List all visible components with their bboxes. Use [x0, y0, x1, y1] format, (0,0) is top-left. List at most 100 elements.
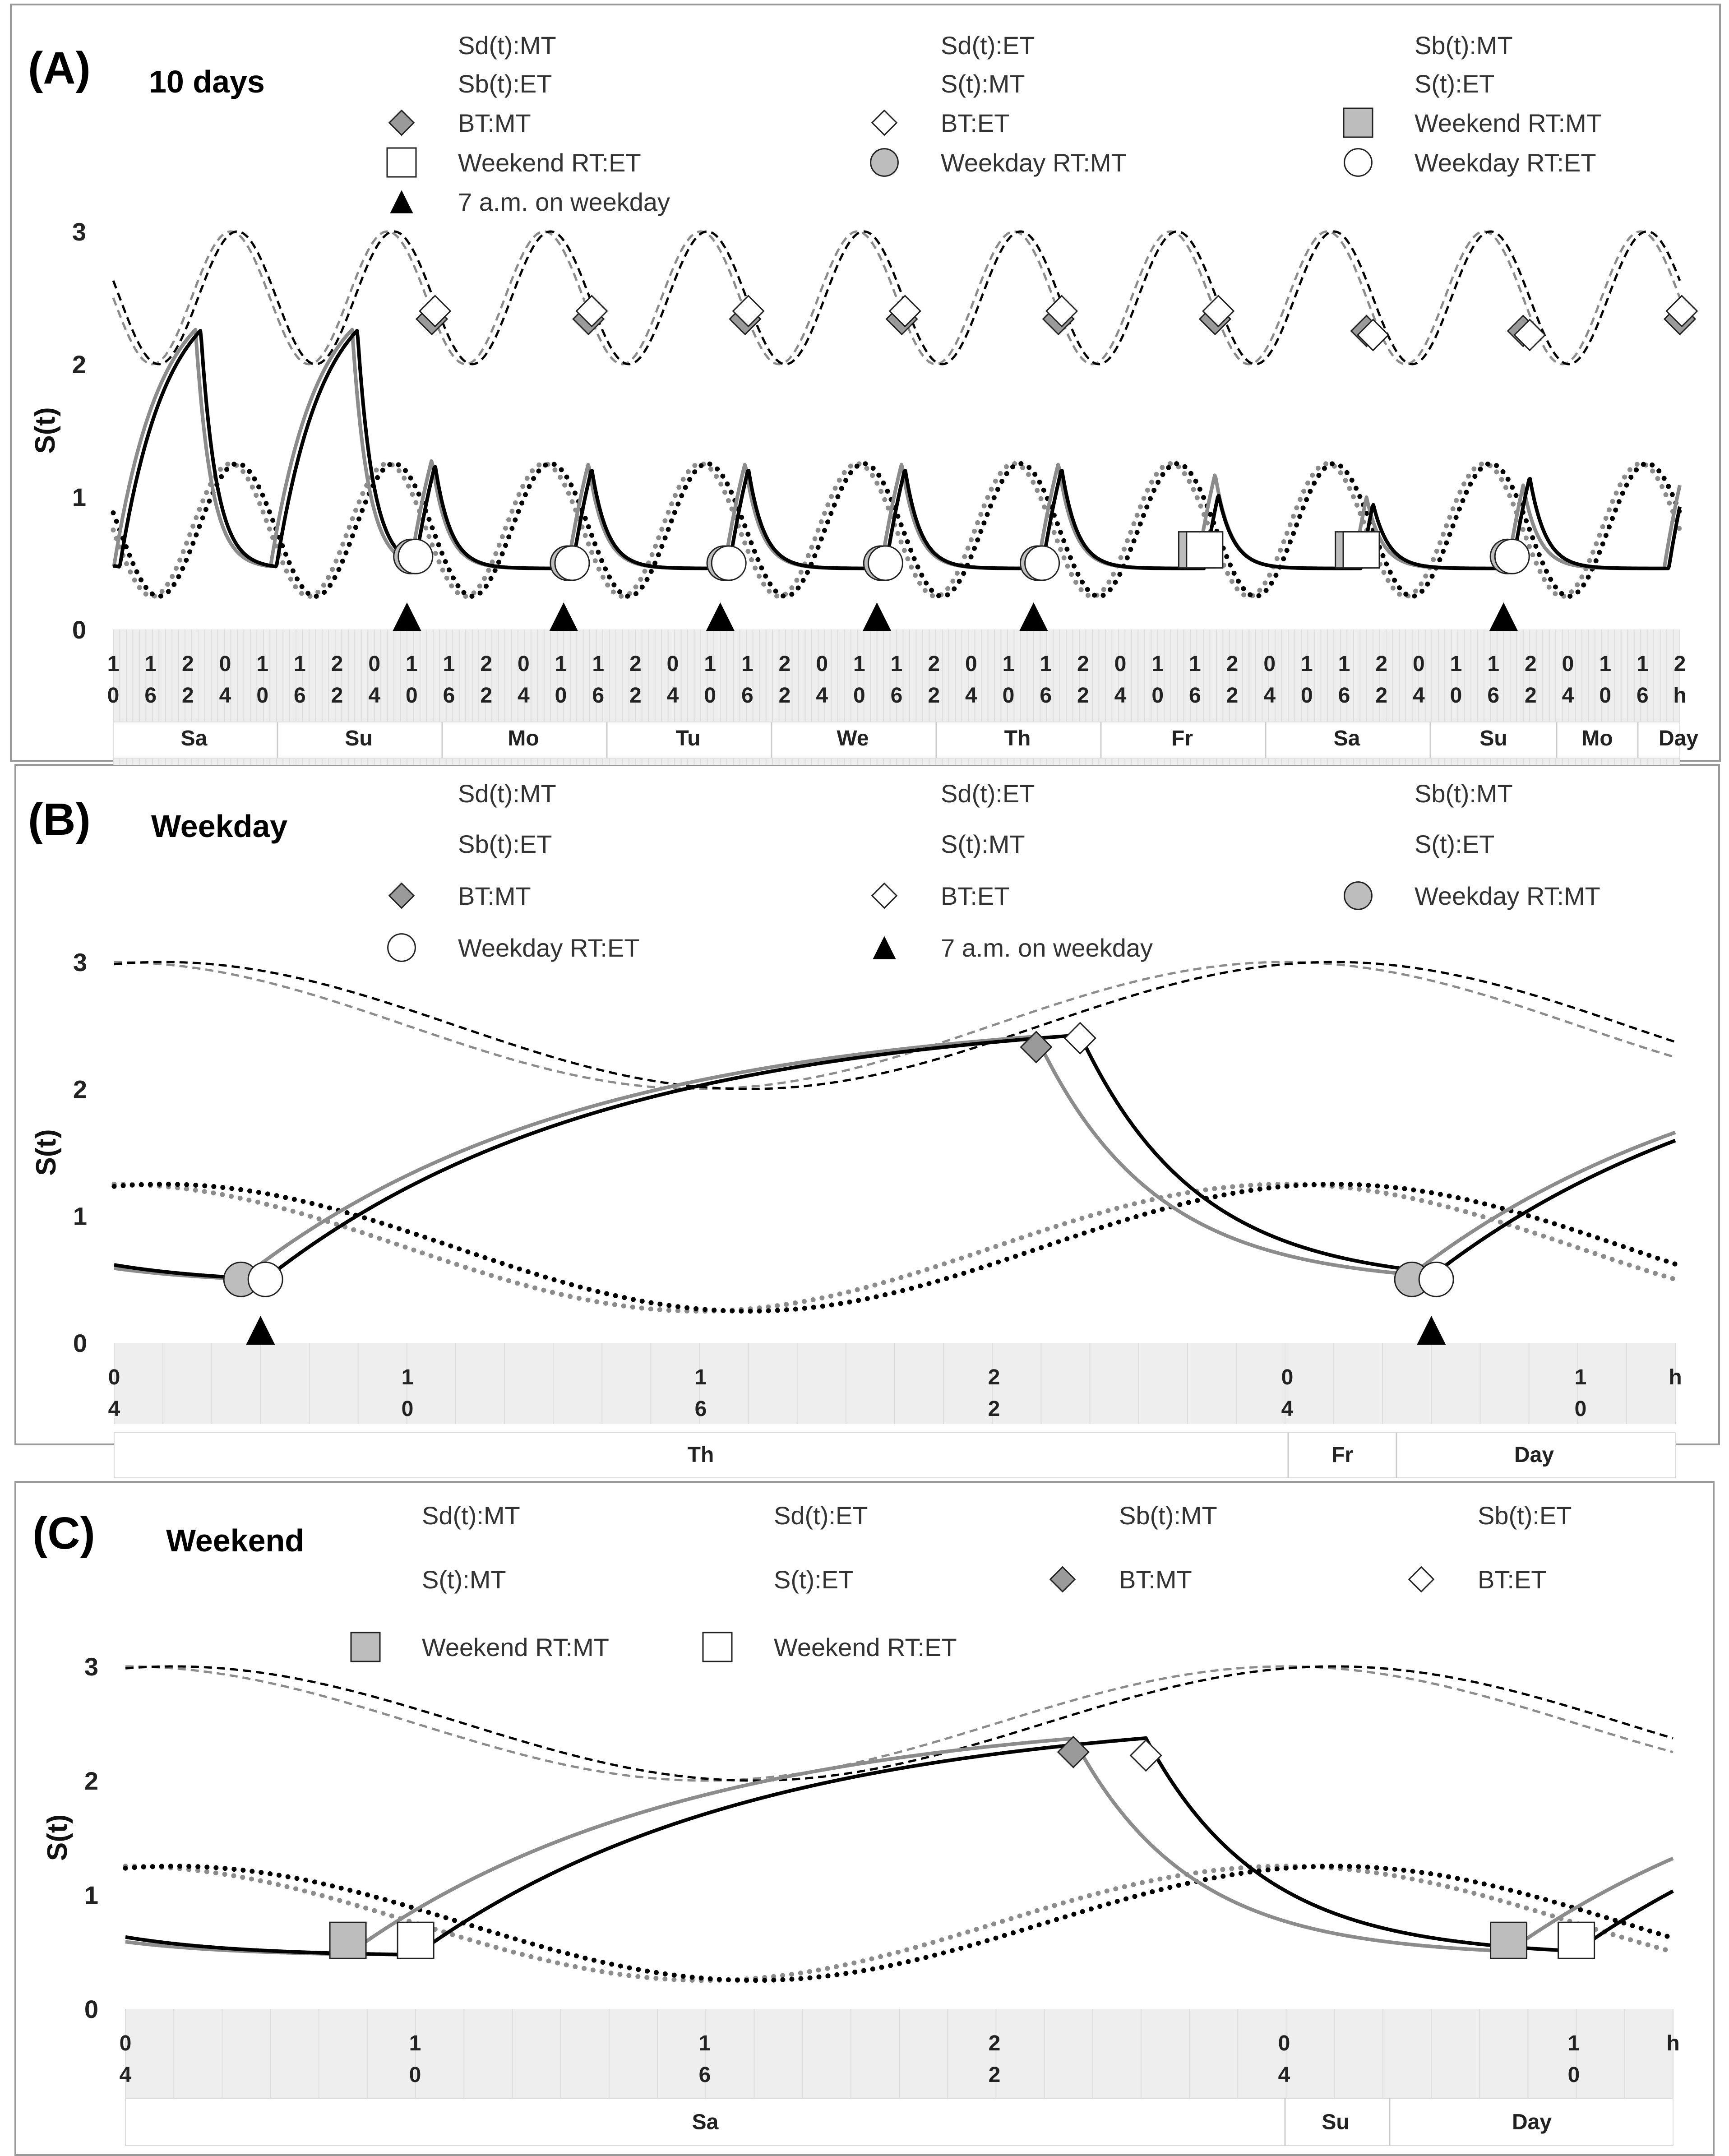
legend-label-seven-am: 7 a.m. on weekday [458, 188, 670, 216]
series-sd-t-et [114, 961, 1676, 1090]
x-tick-label: 1 [695, 1365, 707, 1389]
day-label: Day [1659, 726, 1698, 750]
x-tick-label: 1 [1487, 652, 1499, 676]
y-tick-label: 3 [84, 1652, 98, 1681]
bt-mt-marker [1057, 1735, 1090, 1768]
y-tick-label: 3 [72, 217, 86, 246]
series-sd-t-mt [114, 961, 1676, 1090]
day-label: Sa [181, 726, 208, 750]
series-s-t-mt [113, 1034, 1676, 1281]
series-s-t-et [125, 1736, 1674, 1957]
weekday-rt-et-marker [867, 545, 903, 581]
x-tick-label: 0 [1562, 652, 1574, 676]
legend-label-sd-et: Sd(t):ET [941, 779, 1035, 808]
x-tick-label: h [1666, 2031, 1679, 2055]
bt-et-marker [1356, 319, 1390, 352]
bt-et-marker [1129, 1739, 1162, 1772]
x-tick-label: 0 [1281, 1365, 1294, 1389]
legend-label-bt-et: BT:ET [941, 109, 1009, 137]
bt-et-marker [1202, 295, 1235, 328]
x-tick-label: 1 [555, 652, 567, 676]
legend-label-we-rt-mt: Weekend RT:MT [1415, 109, 1602, 137]
x-tick-label: 6 [592, 684, 604, 708]
x-tick-label: 4 [965, 684, 977, 708]
x-tick-label: 1 [592, 652, 604, 676]
x-tick-label: 2 [182, 684, 194, 708]
day-label: Su [1479, 726, 1507, 750]
legend-label-we-rt-mt: Weekend RT:MT [422, 1633, 609, 1661]
weekday-rt-et-marker [398, 538, 434, 574]
x-tick-label: 1 [1637, 652, 1649, 676]
day-label: Mo [508, 726, 539, 750]
legend-label-bt-mt: BT:MT [458, 882, 531, 910]
weekday-rt-et-marker [1024, 545, 1060, 581]
panel-title: Weekend [166, 1523, 304, 1558]
x-tick-label: 6 [1338, 684, 1350, 708]
x-tick-label: 0 [108, 1365, 120, 1389]
x-tick-label: 4 [120, 2063, 132, 2087]
legend-label-sb-et: Sb(t):ET [458, 69, 552, 98]
weekend-rt-mt-marker [329, 1921, 367, 1959]
x-tick-label: 0 [1599, 684, 1611, 708]
x-tick-label: 4 [1281, 1397, 1294, 1421]
x-tick-label: 1 [1568, 2031, 1580, 2055]
panel-label: (A) [28, 43, 91, 93]
x-tick-label: 6 [1637, 684, 1649, 708]
panel-label: (C) [32, 1508, 95, 1559]
legend-label-bt-mt: BT:MT [458, 109, 531, 137]
seven-am-marker [862, 602, 892, 631]
panel-title: 10 days [149, 64, 265, 99]
legend-label-wd-rt-mt: Weekday RT:MT [1415, 882, 1600, 910]
x-tick-label: 6 [695, 1397, 707, 1421]
markers-group [329, 1735, 1595, 1959]
y-tick-label: 2 [72, 350, 86, 379]
bt-et-marker [888, 295, 921, 328]
x-tick-label: 1 [1003, 652, 1015, 676]
x-tick-label: 1 [1338, 652, 1350, 676]
day-label: Tu [675, 726, 700, 750]
x-tick-label: 1 [406, 652, 418, 676]
series-s-t-et [112, 328, 1682, 570]
weekday-rt-et-marker [1418, 1261, 1454, 1297]
x-tick-label: 2 [1674, 652, 1686, 676]
weekday-rt-mt-marker [1344, 881, 1373, 910]
x-tick-label: 4 [518, 684, 530, 708]
x-tick-label: 4 [1263, 684, 1276, 708]
x-tick-label: 4 [1562, 684, 1574, 708]
x-tick-label: 1 [1599, 652, 1611, 676]
x-tick-label: 2 [1525, 684, 1537, 708]
bt-et-marker [419, 295, 452, 328]
x-tick-label: 0 [409, 2063, 421, 2087]
day-label: Su [1322, 2110, 1349, 2134]
bt-et-marker [1408, 1566, 1435, 1593]
markers-group [223, 1022, 1454, 1345]
x-tick-label: 1 [1575, 1365, 1587, 1389]
legend-label-sd-mt: Sd(t):MT [422, 1501, 520, 1530]
seven-am-marker [1489, 602, 1518, 631]
x-tick-label: 2 [1525, 652, 1537, 676]
x-tick-label: 2 [928, 652, 940, 676]
x-tick-label: 4 [368, 684, 380, 708]
x-tick-label: 0 [1114, 652, 1127, 676]
x-tick-label: 0 [816, 652, 828, 676]
bt-et-marker [1665, 295, 1698, 328]
x-tick-label: 0 [965, 652, 977, 676]
weekday-rt-et-marker [1344, 148, 1373, 177]
legend-label-wd-rt-mt: Weekday RT:MT [941, 148, 1127, 177]
weekend-rt-et-marker [702, 1632, 733, 1662]
x-tick-label: 0 [368, 652, 380, 676]
x-tick-label: 2 [988, 1365, 1000, 1389]
x-tick-label: 0 [1301, 684, 1313, 708]
weekend-rt-et-marker [1558, 1921, 1595, 1959]
legend-label-we-rt-et: Weekend RT:ET [774, 1633, 957, 1661]
y-tick-label: 2 [84, 1767, 98, 1795]
x-tick-label: 0 [1278, 2031, 1290, 2055]
x-tick-label: 0 [1263, 652, 1276, 676]
seven-am-marker [549, 602, 578, 631]
x-tick-label: 1 [853, 652, 865, 676]
x-tick-label: 6 [144, 684, 157, 708]
legend-label-wd-rt-et: Weekday RT:ET [458, 934, 640, 962]
x-tick-label: 1 [1040, 652, 1052, 676]
legend-label-sb-et: Sb(t):ET [458, 830, 552, 858]
